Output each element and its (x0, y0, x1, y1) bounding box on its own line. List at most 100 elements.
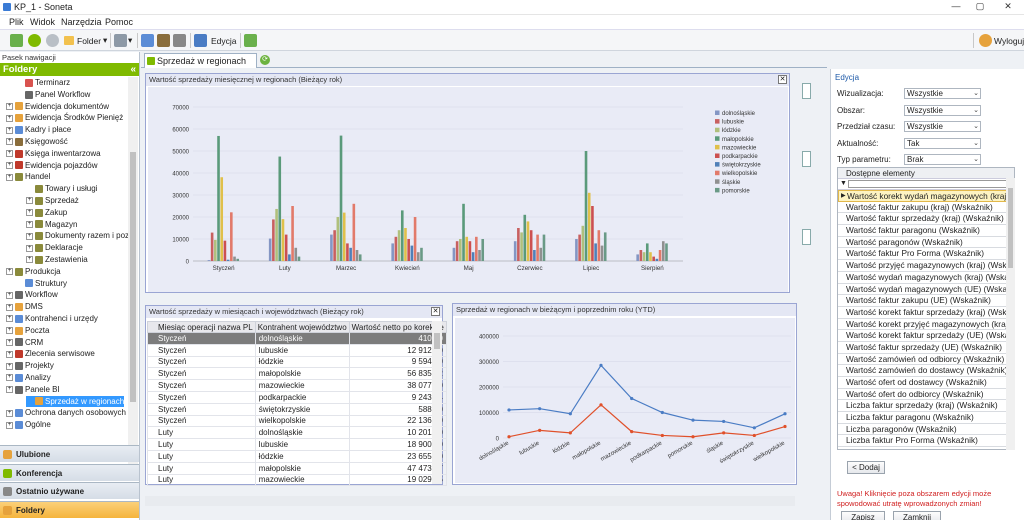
available-item[interactable]: Wartość zamówień od odbiorcy (Wskaźnik) (838, 354, 1014, 366)
table-row[interactable]: Styczeń wielkopolskie 22 136,00 (147, 414, 447, 428)
expand-icon[interactable]: + (26, 244, 33, 252)
table-row[interactable]: Luty małopolskie 47 473,07 (147, 461, 447, 475)
collapse-pane-icon[interactable]: « (130, 64, 136, 75)
chevron-down-icon[interactable]: ⌄ (973, 156, 979, 163)
available-item[interactable]: Wartość ofert od dostawcy (Wskaźnik) (838, 377, 1014, 389)
available-item[interactable]: Liczba paragonów (Wskaźnik) (838, 424, 1014, 436)
tree-item[interactable]: + Kadry i płace (6, 124, 71, 135)
expand-icon[interactable]: + (6, 421, 13, 429)
tree-item[interactable]: + Ewidencja pojazdów (6, 160, 98, 171)
tree-item[interactable]: + Magazyn (26, 219, 77, 230)
folder-button[interactable]: Folder (77, 36, 102, 46)
available-item[interactable]: ▶ Wartość korekt wydań magazynowych (kraj… (838, 190, 1014, 202)
tree-item[interactable]: Panel Workflow (16, 89, 90, 100)
tree-scrollbar-thumb[interactable] (130, 152, 136, 402)
tree-item[interactable]: + DMS (6, 301, 43, 312)
available-item[interactable]: Wartość zamówień do dostawcy (Wskaźnik) (838, 365, 1014, 377)
table-row[interactable]: Styczeń dolnośląskie 410,00 (147, 332, 447, 345)
chevron-down-icon[interactable]: ⌄ (973, 139, 979, 147)
up-arrow-icon[interactable] (10, 34, 23, 47)
expand-icon[interactable]: + (26, 232, 33, 240)
field-select[interactable]: Brak ⌄ (904, 154, 981, 165)
logout-button[interactable]: Wyloguj (994, 36, 1024, 46)
available-item[interactable]: Wartość ofert do odbiorcy (Wskaźnik) (838, 389, 1014, 401)
expand-icon[interactable]: + (6, 362, 13, 370)
available-item[interactable]: Wartość faktur sprzedaży (kraj) (Wskaźni… (838, 213, 1014, 226)
tree-item[interactable]: + Analizy (6, 372, 51, 383)
expand-icon[interactable]: + (6, 161, 13, 169)
expand-icon[interactable]: + (6, 291, 13, 299)
expand-icon[interactable]: + (26, 220, 33, 228)
nav-button[interactable]: Foldery (0, 500, 139, 518)
chevron-down-icon[interactable]: ⌄ (973, 90, 979, 97)
tree-item[interactable]: + Projekty (6, 360, 54, 371)
tree-item[interactable]: + Księga inwentarzowa (6, 148, 101, 159)
folder-dropdown-icon[interactable]: ▾ (103, 35, 108, 45)
tree-item[interactable]: + Zakup (26, 207, 67, 218)
tools-icon[interactable] (173, 34, 186, 47)
expand-icon[interactable]: + (6, 315, 13, 323)
expand-icon[interactable]: + (6, 114, 13, 122)
available-item[interactable]: Wartość faktur sprzedaży (UE) (Wskaźnik) (838, 342, 1014, 354)
tree-item[interactable]: + Produkcja (6, 266, 61, 277)
field-select[interactable]: Tak ⌄ (904, 137, 981, 149)
available-item[interactable]: Liczba faktur sprzedaży (kraj) (Wskaźnik… (838, 400, 1014, 413)
field-select[interactable]: Wszystkie ⌄ (904, 121, 981, 132)
tree-item[interactable]: + Kontrahenci i urzędy (6, 313, 98, 324)
table-row[interactable]: Styczeń łódzkie 9 594,60 (147, 355, 447, 369)
available-item[interactable]: Wartość faktur Pro Forma (Wskaźnik) (838, 248, 1014, 261)
tree-item[interactable]: Towary i usługi (26, 183, 97, 194)
available-item[interactable]: Wartość wydań magazynowych (kraj) (Wskaź… (838, 272, 1014, 284)
table-row[interactable]: Styczeń podkarpackie 9 243,24 (147, 390, 447, 404)
expand-icon[interactable]: + (6, 409, 13, 417)
table-row[interactable]: Luty dolnośląskie 10 201,60 (147, 426, 447, 440)
expand-icon[interactable]: + (6, 303, 13, 311)
available-item[interactable]: Wartość faktur zakupu (kraj) (Wskaźnik) (838, 202, 1014, 214)
close-panel-icon[interactable]: ✕ (778, 75, 787, 84)
close-window-button[interactable]: ✕ (1004, 1, 1012, 11)
available-item[interactable]: Wartość korekt faktur sprzedaży (kraj) (… (838, 307, 1014, 319)
forward-icon[interactable] (46, 34, 59, 47)
tree-item[interactable]: + Workflow (6, 289, 58, 300)
expand-icon[interactable]: + (6, 150, 13, 158)
table-row[interactable]: Styczeń świętokrzyskie 588,00 (147, 402, 447, 416)
print-icon[interactable] (114, 34, 127, 47)
available-list-scrollbar-thumb[interactable] (1008, 188, 1013, 268)
tree-item[interactable]: + Zestawienia (26, 254, 88, 265)
tree-item[interactable]: + Zlecenia serwisowe (6, 348, 95, 359)
tab-sprzedaz-w-regionach[interactable]: Sprzedaż w regionach ⟳ (144, 53, 270, 68)
available-item[interactable]: Wartość korekt przyjęć magazynowych (kra… (838, 319, 1014, 331)
column-header[interactable]: Kontrahent województwo (254, 321, 350, 333)
tree-item[interactable]: + Sprzedaż (26, 195, 79, 206)
tree-item[interactable]: + Handel (6, 171, 50, 182)
table-row[interactable]: Luty mazowieckie 19 029,25 (147, 473, 447, 487)
table-scrollbar-thumb[interactable] (434, 333, 440, 349)
expand-icon[interactable]: + (6, 374, 13, 382)
available-item[interactable]: Liczba faktur Pro Forma (Wskaźnik) (838, 435, 1014, 448)
expand-icon[interactable]: + (6, 350, 13, 358)
tree-item[interactable]: Struktury (16, 278, 67, 289)
table-row[interactable]: Luty łódzkie 23 655,00 (147, 449, 447, 463)
close-panel-icon[interactable]: ✕ (431, 307, 440, 316)
tree-item[interactable]: Sprzedaż w regionach (26, 395, 125, 407)
expand-icon[interactable]: + (6, 102, 13, 110)
tree-item[interactable]: + Ochrona danych osobowych (6, 407, 126, 418)
nav-button[interactable]: Ostatnio używane (0, 482, 139, 499)
available-item[interactable]: Wartość paragonów (Wskaźnik) (838, 237, 1014, 249)
field-select[interactable]: Wszystkie ⌄ (904, 104, 981, 116)
menu-pomoc[interactable]: Pomoc (105, 17, 134, 27)
expand-icon[interactable]: + (26, 209, 33, 217)
edit-button[interactable]: Edycja (211, 36, 237, 46)
table-row[interactable]: Styczeń małopolskie 56 835,92 (147, 367, 447, 381)
tree-item[interactable]: + Poczta (6, 325, 49, 336)
expand-icon[interactable]: + (6, 138, 13, 146)
tree-item[interactable]: Terminarz (16, 77, 70, 88)
table-scrollbar[interactable] (432, 321, 442, 484)
menu-widok[interactable]: Widok (30, 17, 56, 27)
chevron-down-icon[interactable]: ⌄ (973, 123, 979, 130)
menu-narzedzia[interactable]: Narzędzia (61, 17, 102, 27)
column-header[interactable]: Miesiąc operacji nazwa PL (147, 321, 256, 333)
copy-icon[interactable] (157, 34, 170, 47)
available-item[interactable]: Wartość faktur paragonu (Wskaźnik) (838, 225, 1014, 237)
table-row[interactable]: Styczeń lubuskie 12 912,00 (147, 343, 447, 357)
